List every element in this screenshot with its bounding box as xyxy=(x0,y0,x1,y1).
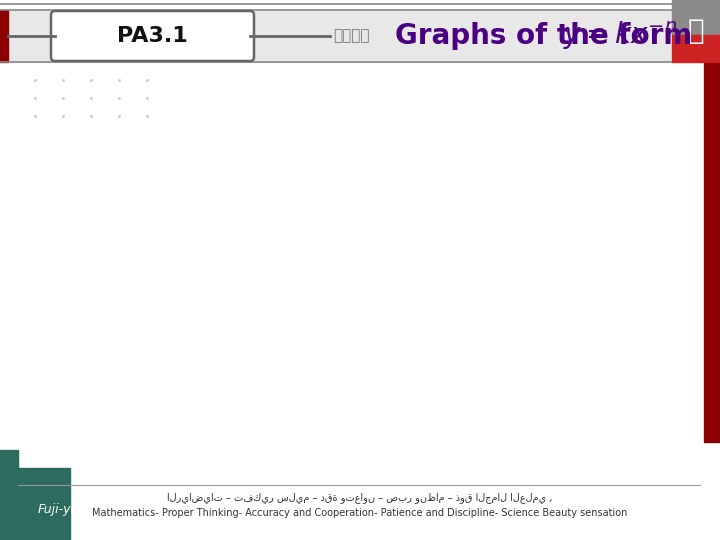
Bar xyxy=(0,10,8,62)
Text: PA3.1: PA3.1 xyxy=(117,26,187,46)
Bar xyxy=(0,468,70,540)
Text: Mathematics- Proper Thinking- Accuracy and Cooperation- Patience and Discipline-: Mathematics- Proper Thinking- Accuracy a… xyxy=(92,508,628,518)
Text: Graphs of the form: Graphs of the form xyxy=(395,22,702,50)
Bar xyxy=(0,450,18,540)
Text: $y = kx^{-n}$: $y = kx^{-n}$ xyxy=(563,20,678,52)
Text: الرياضيات – تفكير سليم – دقة وتعاون – صبر ونظام – ذوق الجمال العلمي ,: الرياضيات – تفكير سليم – دقة وتعاون – صب… xyxy=(167,492,553,503)
Text: 𝑭: 𝑭 xyxy=(688,17,704,45)
Text: Fuji-yo: Fuji-yo xyxy=(38,503,79,516)
Bar xyxy=(0,10,720,62)
Bar xyxy=(672,0,720,35)
Bar xyxy=(672,35,720,62)
Text: أبدا: أبدا xyxy=(334,29,370,44)
FancyBboxPatch shape xyxy=(51,11,254,61)
Bar xyxy=(704,62,720,442)
